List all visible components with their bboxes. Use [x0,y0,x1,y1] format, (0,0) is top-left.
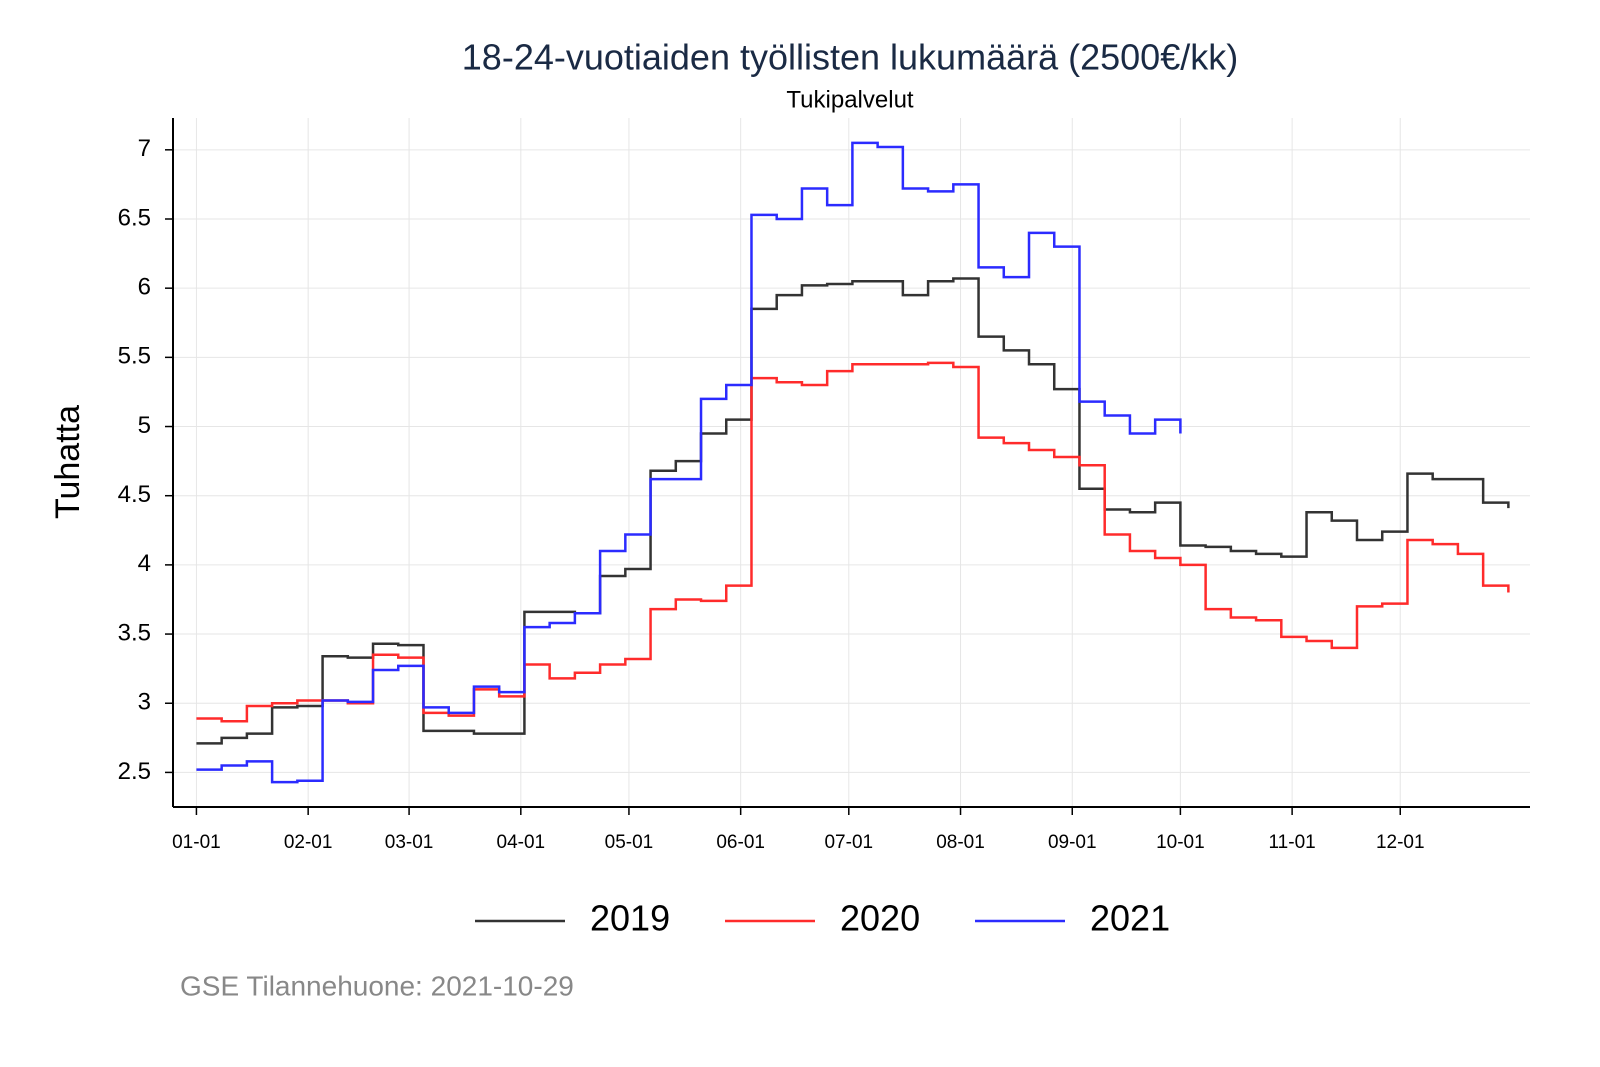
series-line [196,361,1510,723]
x-tick-label: 03-01 [385,832,434,853]
y-tick-label: 5 [138,412,151,439]
x-tick-label: 11-01 [1269,832,1316,853]
source-note: GSE Tilannehuone: 2021-10-29 [180,970,574,1001]
x-tick-label: 07-01 [824,832,873,853]
legend-label: 2021 [1090,898,1170,939]
x-tick-label: 09-01 [1048,832,1097,853]
y-tick-label: 4.5 [118,481,151,508]
series-line [196,277,1510,745]
chart-title: 18-24-vuotiaiden työllisten lukumäärä (2… [462,37,1238,78]
x-tick-label: 10-01 [1156,832,1205,853]
series-line [196,141,1182,784]
x-tick-label: 08-01 [936,832,985,853]
x-tick-label: 12-01 [1376,832,1425,853]
x-tick-label: 04-01 [497,832,546,853]
y-tick-label: 6 [138,274,151,301]
chart-subtitle: Tukipalvelut [786,86,914,113]
x-tick-label: 05-01 [605,832,654,853]
y-tick-label: 2.5 [118,758,151,785]
y-tick-label: 3 [138,689,151,716]
x-tick-label: 06-01 [716,832,765,853]
y-tick-label: 7 [138,135,151,162]
x-tick-label: 02-01 [284,832,333,853]
y-tick-label: 3.5 [118,619,151,646]
y-axis-label: Tuhatta [49,405,87,519]
x-tick-label: 01-01 [172,832,221,853]
legend-label: 2019 [590,898,670,939]
y-tick-label: 6.5 [118,204,151,231]
legend-label: 2020 [840,898,920,939]
y-tick-label: 5.5 [118,343,151,370]
y-tick-label: 4 [138,550,151,577]
